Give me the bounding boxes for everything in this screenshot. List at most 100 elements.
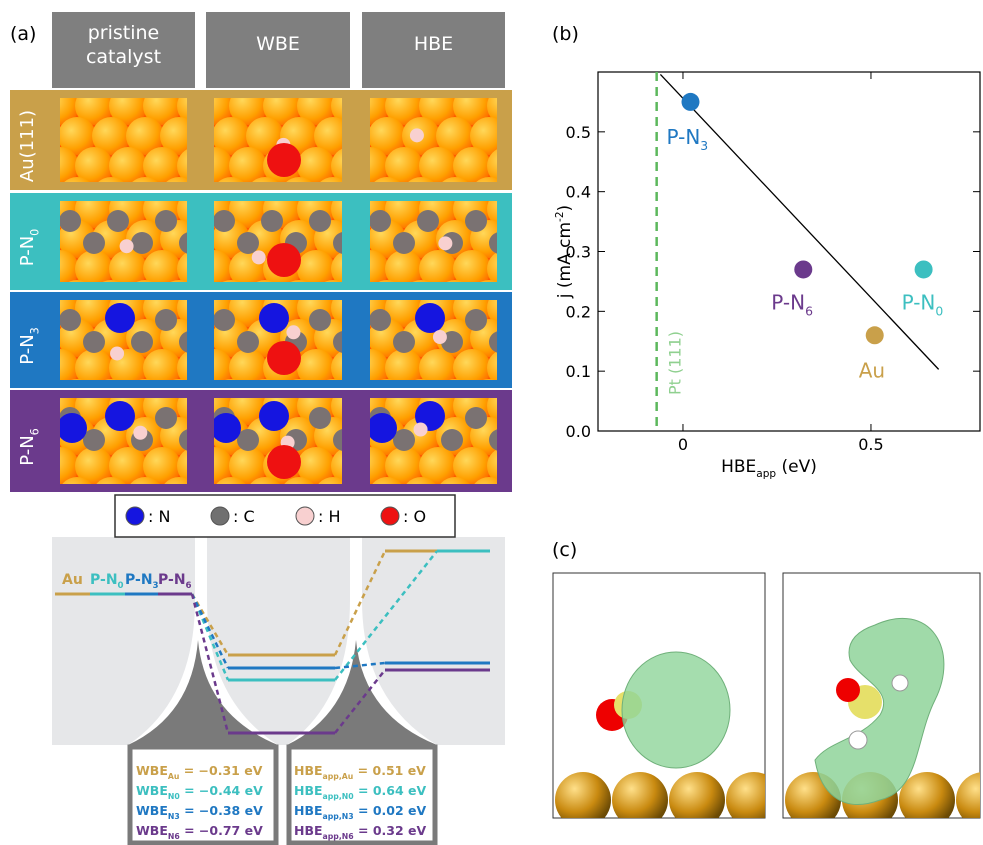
hydrogen-atom (119, 239, 134, 254)
metal-atom (75, 447, 113, 484)
point-label-text: P-N (771, 290, 805, 314)
metal-atom (385, 398, 423, 425)
metal-atom (92, 117, 130, 155)
hbe-box (286, 744, 438, 845)
metal-atom (385, 147, 423, 182)
energy-row-value: = −0.77 eV (180, 823, 263, 838)
atom-image (370, 300, 497, 380)
hydrogen-atom (409, 128, 424, 143)
metal-atom (143, 98, 181, 125)
metal-atom (406, 477, 436, 484)
metal-atom (480, 280, 497, 282)
energy-row: WBEN3 = −0.38 eV (136, 803, 263, 821)
carbon-atom (179, 232, 187, 254)
metal-atom (177, 300, 187, 325)
carbon-atom (489, 331, 497, 353)
energy-row-text: WBE (136, 763, 168, 778)
metal-atom (370, 147, 389, 182)
hydrogen-atom (848, 730, 868, 750)
metal-atom (166, 177, 187, 182)
energy-row-value: = −0.44 eV (180, 783, 263, 798)
y-tick-label: 0.1 (566, 362, 591, 381)
point-label: P-N0 (902, 290, 944, 318)
point-label: Au (859, 358, 885, 382)
metal-atom (126, 117, 164, 155)
level-label-text: P-N (90, 572, 118, 588)
carbon-atom (309, 309, 331, 331)
row-label-text: P-N (17, 435, 38, 465)
x-axis-label-suffix: (eV) (776, 457, 817, 477)
oxygen-atom (836, 678, 860, 702)
energy-row: WBEN0 = −0.44 eV (136, 783, 263, 801)
nitrogen-atom (259, 401, 289, 431)
metal-atom (229, 147, 267, 182)
metal-atom (385, 447, 423, 484)
metal-atom (487, 149, 497, 182)
connectors (190, 550, 438, 734)
wbe-box (127, 744, 279, 845)
metal-atom (109, 250, 147, 282)
energy-row-value: = 0.32 eV (354, 823, 427, 838)
level-label-text: P-N (158, 572, 186, 588)
legend-atom (380, 506, 400, 526)
metal-atom (331, 300, 342, 326)
oxygen-atom (267, 243, 301, 277)
metal-atom (75, 201, 113, 228)
metal-atom (385, 300, 423, 327)
funnel (287, 640, 437, 745)
metal-atom (75, 300, 113, 327)
metal-atom (132, 177, 158, 182)
carbon-atom (393, 232, 415, 254)
metal-atom (442, 177, 468, 182)
energy-row-text: HBE (294, 823, 323, 838)
metal-atom (177, 351, 187, 380)
metal-atom (172, 379, 186, 380)
column-title: catalyst (86, 46, 161, 68)
carbon-atom (155, 309, 177, 331)
metal-atom (297, 349, 335, 380)
row-label-text: Au(111) (17, 110, 38, 182)
metal-atom (136, 280, 154, 282)
gold-atom (956, 772, 980, 818)
metal-atom (109, 147, 147, 182)
point (681, 92, 700, 111)
diagram-background (52, 537, 505, 745)
carbon-atom (83, 331, 105, 353)
y-tick-label: 0.0 (566, 422, 591, 441)
atom-image (214, 98, 342, 182)
carbon-atom (441, 429, 463, 451)
metal-atom (297, 447, 335, 484)
metal-atom (419, 447, 457, 484)
metal-atom (214, 447, 233, 484)
x-tick-label: 0 (678, 435, 688, 454)
metal-atom (487, 201, 497, 226)
gold-atom (669, 772, 725, 818)
metal-atom (177, 252, 187, 282)
gold-atom (612, 772, 668, 818)
metal-atom (177, 398, 187, 423)
atom-image (370, 98, 497, 182)
carbon-atom (393, 429, 415, 451)
column-header (52, 12, 195, 88)
carbon-atom (393, 331, 415, 353)
level-label: Au (62, 572, 83, 588)
carbon-atom (333, 232, 342, 254)
metal-atom (487, 449, 497, 483)
y-tick-label: 0.3 (566, 243, 591, 262)
metal-atom (96, 477, 126, 484)
metal-atom (419, 147, 457, 182)
metal-atom (60, 117, 96, 155)
metal-atom (258, 379, 272, 380)
energy-row-text: HBE (294, 783, 323, 798)
energy-row-value: = −0.38 eV (180, 803, 263, 818)
energy-row: HBEapp,N3 = 0.02 eV (294, 803, 427, 821)
metal-atom (143, 147, 181, 182)
connector (190, 593, 386, 734)
column-header (206, 12, 350, 88)
energy-row-sub: app,N0 (323, 792, 355, 801)
metal-atom (318, 477, 342, 484)
metal-atom (453, 250, 491, 282)
metal-atom (408, 177, 434, 182)
energy-row-text: HBE (294, 763, 323, 778)
metal-atom (60, 447, 79, 484)
